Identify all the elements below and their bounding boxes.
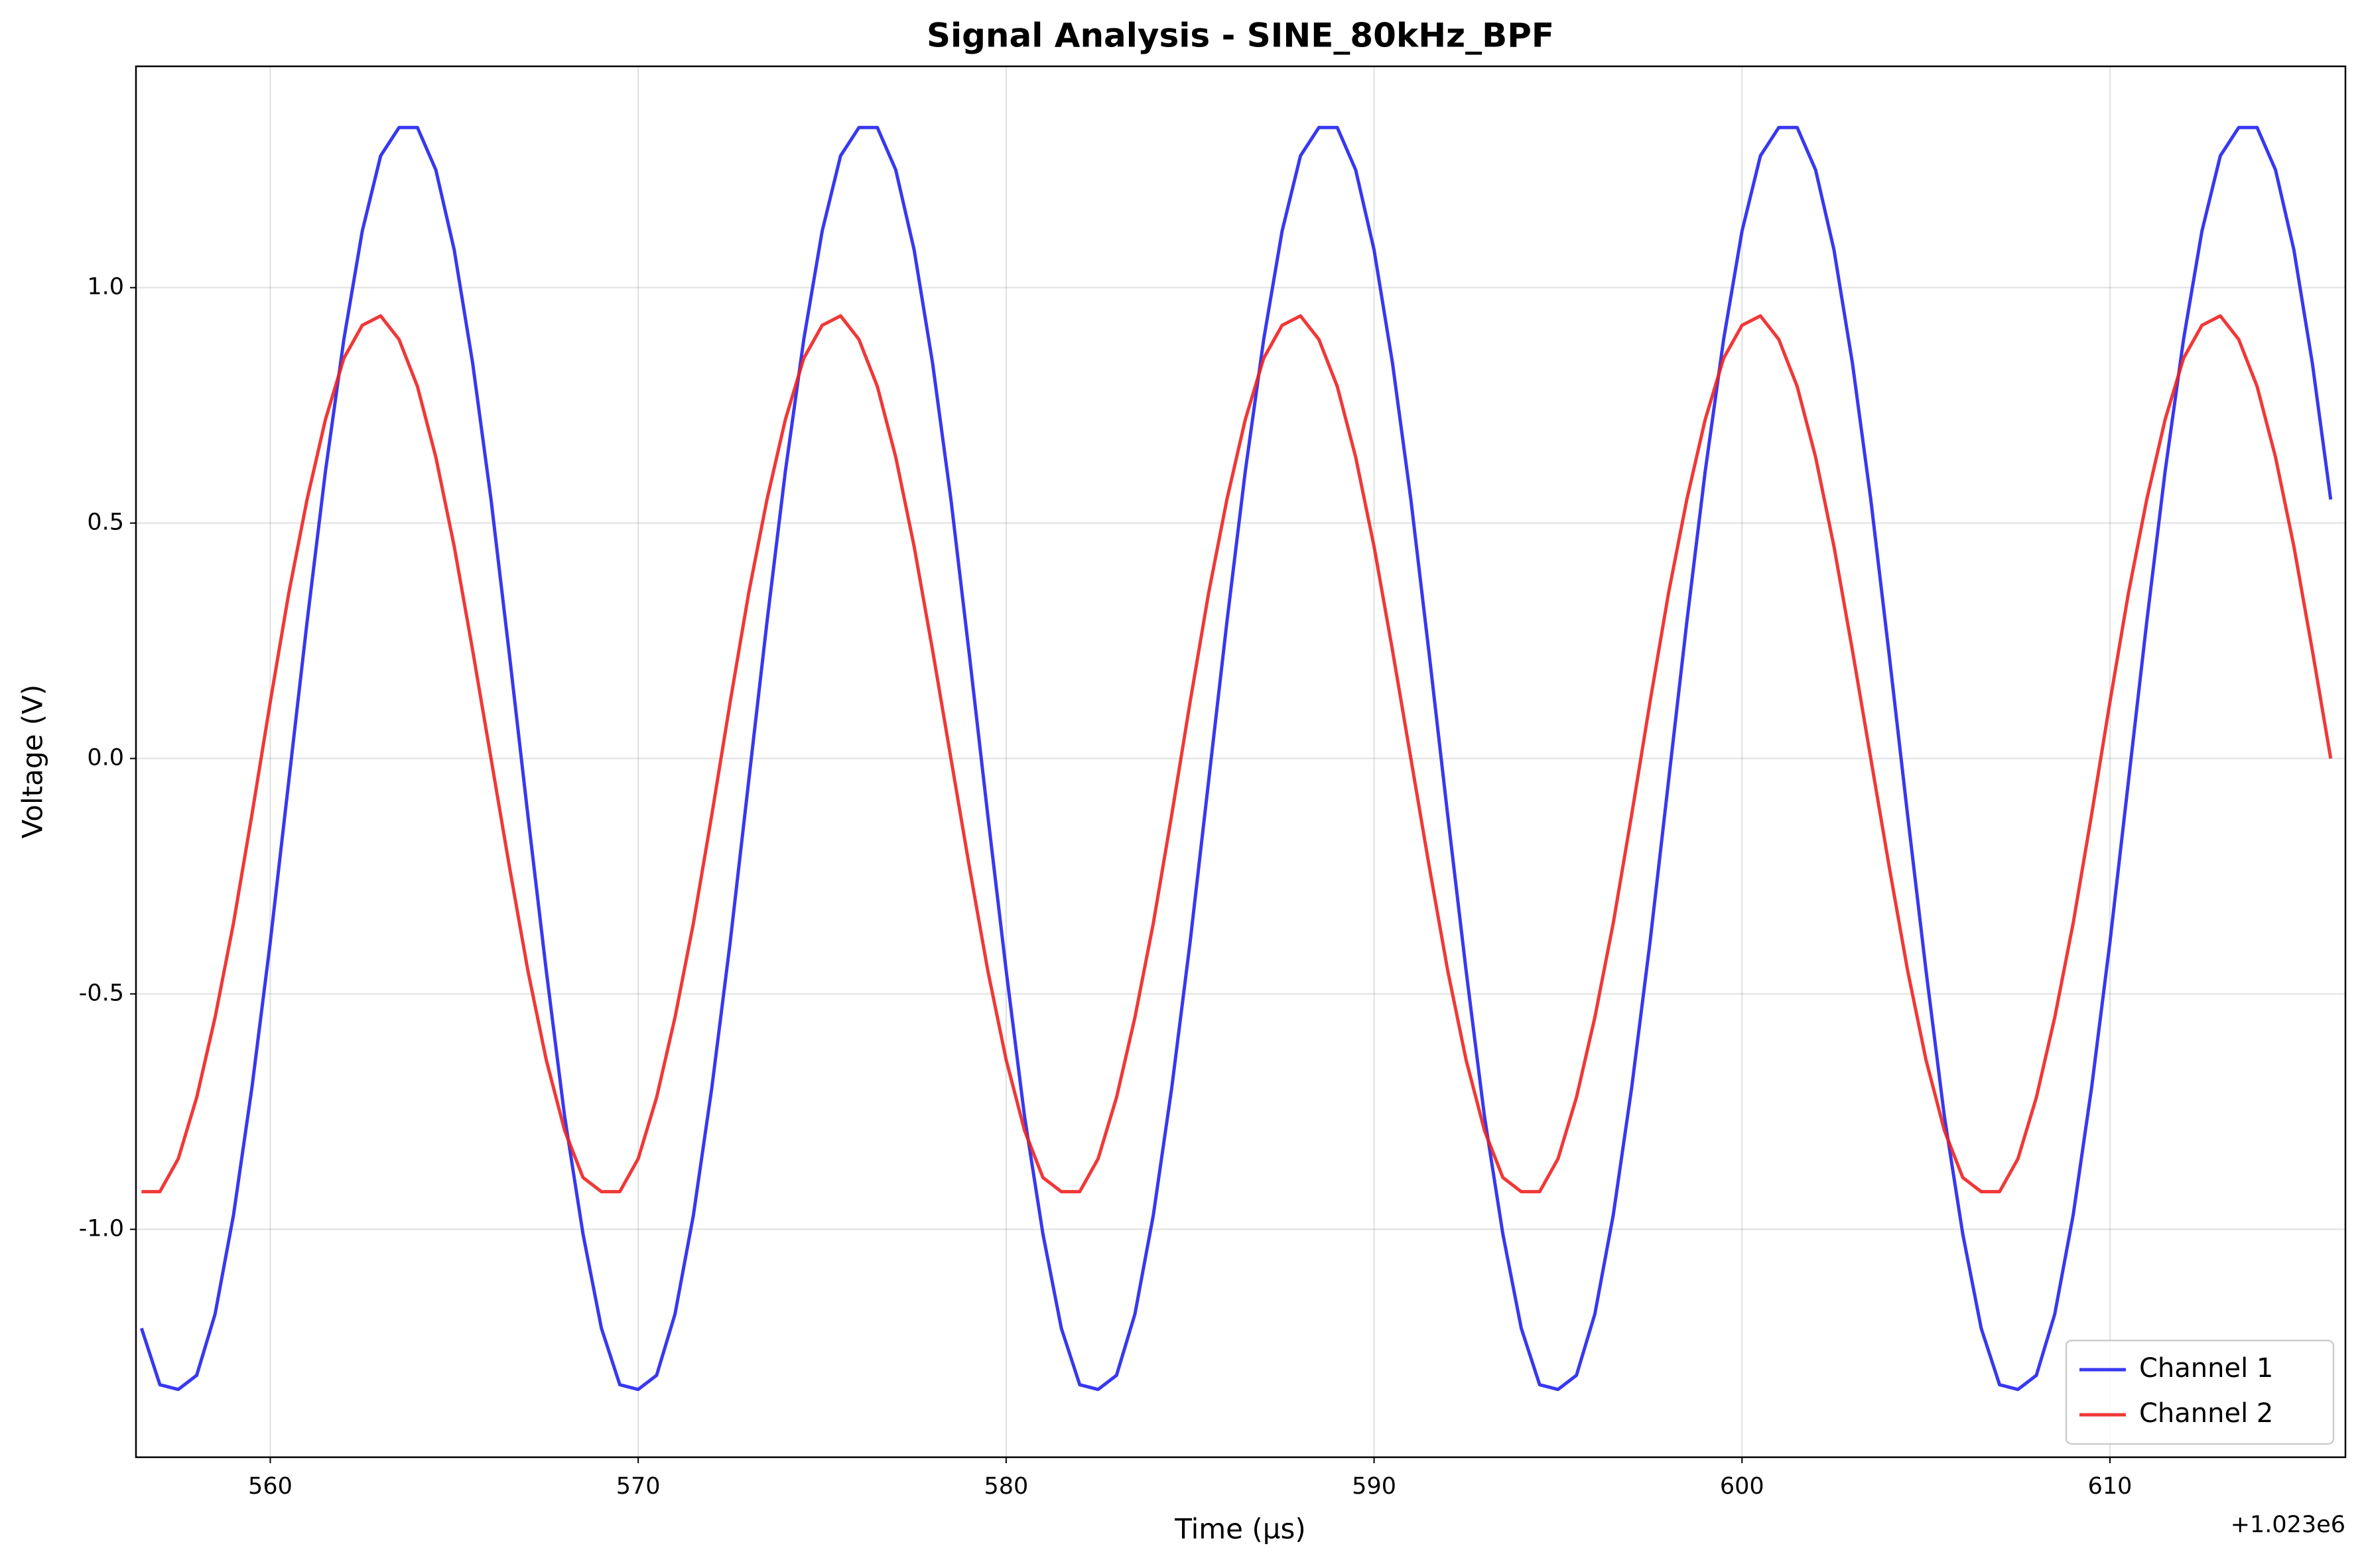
y-axis-label: Voltage (V): [17, 685, 49, 838]
x-offset-label: +1.023e6: [2231, 1512, 2345, 1538]
x-tick-label: 570: [616, 1473, 661, 1500]
y-tick-label: -1.0: [79, 1215, 124, 1242]
line-series: [141, 314, 2333, 1194]
legend-label: Channel 2: [2139, 1398, 2273, 1429]
chart-title: Signal Analysis - SINE_80kHz_BPF: [927, 17, 1554, 55]
x-axis-label: Time (µs): [1174, 1513, 1306, 1545]
plot-frame: [135, 65, 2347, 1459]
x-tick-label: 590: [1352, 1473, 1396, 1500]
y-tick-label: 0.0: [87, 745, 124, 771]
line-series: [139, 125, 2333, 1392]
legend: Channel 1 Channel 2: [2065, 1339, 2335, 1445]
x-tick-label: 560: [248, 1473, 293, 1500]
y-tick-label: 1.0: [87, 274, 124, 300]
x-tick-label: 580: [984, 1473, 1028, 1500]
x-tick-label: 610: [2088, 1473, 2133, 1500]
y-tick-label: -0.5: [79, 980, 124, 1006]
legend-label: Channel 1: [2139, 1353, 2273, 1384]
y-tick-label: 0.5: [87, 509, 124, 536]
x-tick-label: 600: [1720, 1473, 1764, 1500]
legend-box: [2065, 1339, 2335, 1445]
